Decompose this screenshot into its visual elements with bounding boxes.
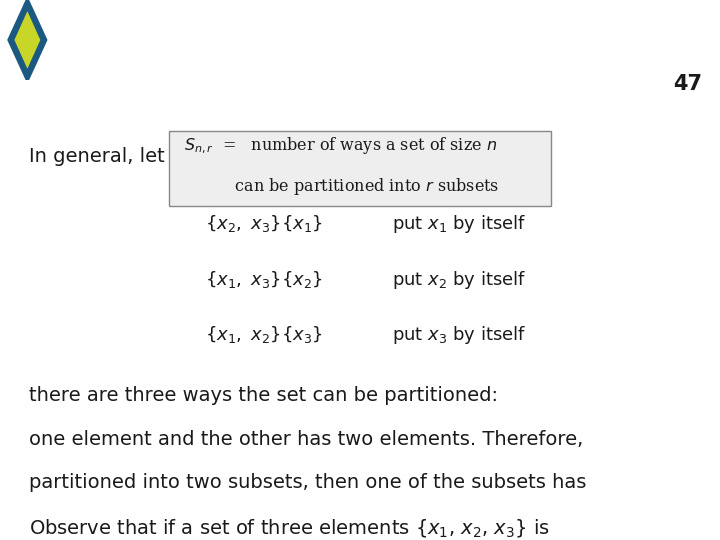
Text: put $x_3$ by itself: put $x_3$ by itself: [392, 324, 527, 346]
Text: $\{x_2,\ x_3\}\{x_1\}$: $\{x_2,\ x_3\}\{x_1\}$: [205, 213, 323, 234]
Text: put $x_1$ by itself: put $x_1$ by itself: [392, 213, 527, 235]
Text: Subsets: Subsets: [571, 30, 692, 53]
Text: can be partitioned into $r$ subsets: can be partitioned into $r$ subsets: [184, 176, 499, 197]
Text: partitioned into two subsets, then one of the subsets has: partitioned into two subsets, then one o…: [29, 473, 586, 492]
Text: $\{x_1,\ x_2\}\{x_3\}$: $\{x_1,\ x_2\}\{x_3\}$: [205, 324, 323, 345]
Text: r: r: [557, 30, 569, 53]
Polygon shape: [7, 0, 48, 84]
Polygon shape: [14, 11, 40, 69]
FancyBboxPatch shape: [169, 131, 551, 206]
Text: The Number of Partitions of a Set into: The Number of Partitions of a Set into: [53, 30, 600, 53]
Text: In general, let: In general, let: [29, 147, 165, 166]
Text: there are three ways the set can be partitioned:: there are three ways the set can be part…: [29, 386, 498, 405]
Text: $S_{n,r}$  =   number of ways a set of size $n$: $S_{n,r}$ = number of ways a set of size…: [184, 135, 497, 156]
Text: $\{x_1,\ x_3\}\{x_2\}$: $\{x_1,\ x_3\}\{x_2\}$: [205, 268, 323, 289]
Text: 47: 47: [673, 74, 702, 94]
Text: one element and the other has two elements. Therefore,: one element and the other has two elemen…: [29, 430, 583, 449]
Text: Observe that if a set of three elements {$x_1$, $x_2$, $x_3$} is: Observe that if a set of three elements …: [29, 517, 549, 539]
Text: put $x_2$ by itself: put $x_2$ by itself: [392, 268, 527, 291]
